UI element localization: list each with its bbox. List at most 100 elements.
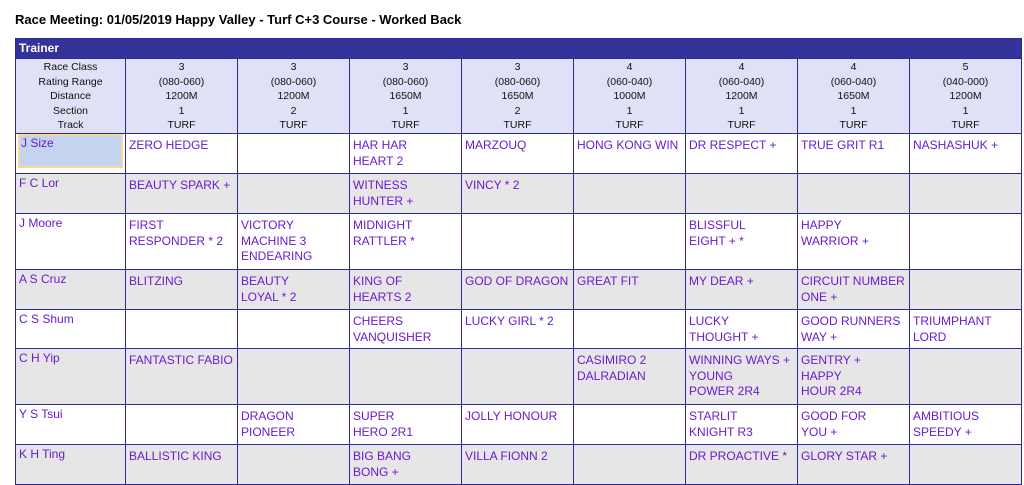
race-header: 4 (060-040) 1000M 1 TURF (573, 58, 686, 134)
horse-link[interactable]: DR RESPECT + (689, 138, 777, 152)
horse-link[interactable]: DALRADIAN (577, 368, 646, 383)
horse-link[interactable]: LUCKY THOUGHT + (689, 314, 759, 344)
horse-link[interactable]: HAR HAR HEART 2 (353, 138, 408, 168)
horse-link[interactable]: CIRCUIT NUMBER ONE + (801, 274, 905, 304)
horse-link[interactable]: BEAUTY LOYAL * 2 (241, 274, 297, 304)
trainer-cell: F C Lor (15, 173, 126, 214)
horse-link[interactable]: WITNESS HUNTER + (353, 178, 414, 208)
horse-link[interactable]: BEAUTY SPARK + (129, 178, 231, 192)
race-attribute: 3 (178, 61, 185, 73)
trainer-link[interactable]: J Moore (19, 216, 63, 230)
race-attribute: 1 (178, 104, 185, 117)
horse-link[interactable]: BLITZING (129, 274, 184, 288)
trainer-link[interactable]: J Size (18, 134, 123, 168)
horse-link[interactable]: DRAGON PIONEER (241, 409, 296, 439)
horse-link[interactable]: VICTORY MACHINE 3 (241, 218, 307, 248)
horse-link[interactable]: MARZOUQ (465, 138, 527, 152)
trainer-cell: K H Ting (15, 444, 126, 485)
horse-link[interactable]: MY DEAR + (689, 274, 754, 288)
horse-link[interactable]: AMBITIOUS SPEEDY + (913, 409, 980, 439)
horse-link[interactable]: BLISSFUL EIGHT + * (689, 218, 746, 248)
horse-link[interactable]: CHEERS VANQUISHER (353, 314, 432, 344)
horse-link[interactable]: HAPPY WARRIOR + (801, 218, 869, 248)
trainer-row: A S Cruz BLITZING BEAUTY LOYAL * 2 KING OF … (15, 269, 1023, 310)
trainer-cell: Y S Tsui (15, 404, 126, 445)
race-attribute: 4 (850, 61, 857, 73)
race-cell: HAPPY WARRIOR + (797, 213, 910, 270)
horse-link[interactable]: ZERO HEDGE (129, 138, 209, 152)
race-cell: CHEERS VANQUISHER (349, 309, 462, 349)
horse-link[interactable]: GLORY STAR + (801, 449, 888, 463)
trainer-link[interactable]: F C Lor (19, 176, 60, 190)
horse-link[interactable]: NASHASHUK + (913, 138, 999, 152)
race-cell: JOLLY HONOUR (461, 404, 574, 445)
horse-link[interactable]: TRIUMPHANT LORD (913, 314, 992, 344)
race-cell (237, 444, 350, 485)
trainer-cell: A S Cruz (15, 269, 126, 310)
horse-link[interactable]: GOOD RUNNERS WAY + (801, 314, 901, 344)
horse-link[interactable]: SUPER HERO 2R1 (353, 409, 414, 439)
trainer-link[interactable]: C H Yip (19, 351, 60, 365)
race-attribute: (060-040) (830, 75, 877, 88)
attribute-label: Distance (50, 90, 91, 102)
horse-link[interactable]: LUCKY GIRL * 2 (465, 314, 554, 328)
race-cell: TRIUMPHANT LORD (908, 309, 1023, 349)
race-header: 3 (080-060) 1200M 1 TURF (125, 58, 238, 134)
horse-link[interactable]: KING OF HEARTS 2 (353, 274, 412, 304)
race-header: 3 (080-060) 1650M 2 TURF (461, 58, 574, 134)
race-attribute: 3 (514, 61, 521, 73)
horse-link[interactable]: VINCY * 2 (465, 178, 520, 192)
race-cell (461, 348, 574, 405)
horse-link[interactable]: JOLLY HONOUR (465, 409, 558, 423)
horse-link[interactable]: FIRST RESPONDER * 2 (129, 218, 224, 248)
race-cell: MY DEAR + (685, 269, 798, 310)
horse-link[interactable]: GENTRY + (801, 353, 861, 367)
race-cell: GENTRY + HAPPY HOUR 2R4 (797, 348, 910, 405)
horse-link[interactable]: GREAT FIT (577, 274, 639, 288)
horse-link[interactable]: HAPPY HOUR 2R4 (801, 368, 862, 399)
trainer-link[interactable]: Y S Tsui (19, 407, 63, 421)
page-title: Race Meeting: 01/05/2019 Happy Valley - … (15, 12, 462, 27)
race-cell: STARLIT KNIGHT R3 (685, 404, 798, 445)
horse-link[interactable]: GOOD FOR YOU + (801, 409, 867, 439)
horse-link[interactable]: MIDNIGHT RATTLER * (353, 218, 415, 248)
race-attribute: 1650M (501, 90, 534, 102)
horse-link[interactable]: STARLIT KNIGHT R3 (689, 409, 753, 439)
attribute-label: Rating Range (38, 75, 103, 88)
horse-link[interactable]: BALLISTIC KING (129, 449, 222, 463)
race-cell (908, 444, 1023, 485)
race-attribute: (040-000) (942, 75, 989, 88)
horse-link[interactable]: CASIMIRO 2 (577, 353, 647, 367)
race-cell: DR PROACTIVE * (685, 444, 798, 485)
trainer-link[interactable]: C S Shum (19, 312, 74, 326)
horse-link[interactable]: ENDEARING (241, 249, 313, 263)
race-attribute: 1 (962, 104, 969, 117)
race-attribute: (080-060) (382, 75, 429, 88)
race-cell (573, 404, 686, 445)
race-attribute: 5 (962, 61, 969, 73)
race-header: 4 (060-040) 1200M 1 TURF (685, 58, 798, 134)
horse-link[interactable]: VILLA FIONN 2 (465, 449, 548, 463)
race-attribute: 4 (738, 61, 745, 73)
race-cell: BALLISTIC KING (125, 444, 238, 485)
trainer-link[interactable]: K H Ting (19, 447, 66, 461)
race-cell: AMBITIOUS SPEEDY + (908, 404, 1023, 445)
race-attribute: 2 (514, 104, 521, 117)
horse-link[interactable]: HONG KONG WIN (577, 138, 679, 152)
horse-link[interactable]: DR PROACTIVE * (689, 449, 788, 463)
race-cell (908, 348, 1023, 405)
horse-link[interactable]: YOUNG POWER 2R4 (689, 368, 760, 399)
race-cell (908, 213, 1023, 270)
race-attribute: 3 (402, 61, 409, 73)
horse-link[interactable]: GOD OF DRAGON (465, 274, 569, 288)
horse-link[interactable]: TRUE GRIT R1 (801, 138, 885, 152)
horse-link[interactable]: FANTASTIC FABIO (129, 353, 233, 367)
horse-link[interactable]: BIG BANG BONG + (353, 449, 412, 479)
race-cell: DR RESPECT + (685, 133, 798, 174)
race-cell: GOOD RUNNERS WAY + (797, 309, 910, 349)
race-cell: TRUE GRIT R1 (797, 133, 910, 174)
trainer-link[interactable]: A S Cruz (19, 272, 67, 286)
horse-link[interactable]: WINNING WAYS + (689, 353, 791, 367)
trainer-cell: C S Shum (15, 309, 126, 349)
race-cell: NASHASHUK + (908, 133, 1023, 174)
